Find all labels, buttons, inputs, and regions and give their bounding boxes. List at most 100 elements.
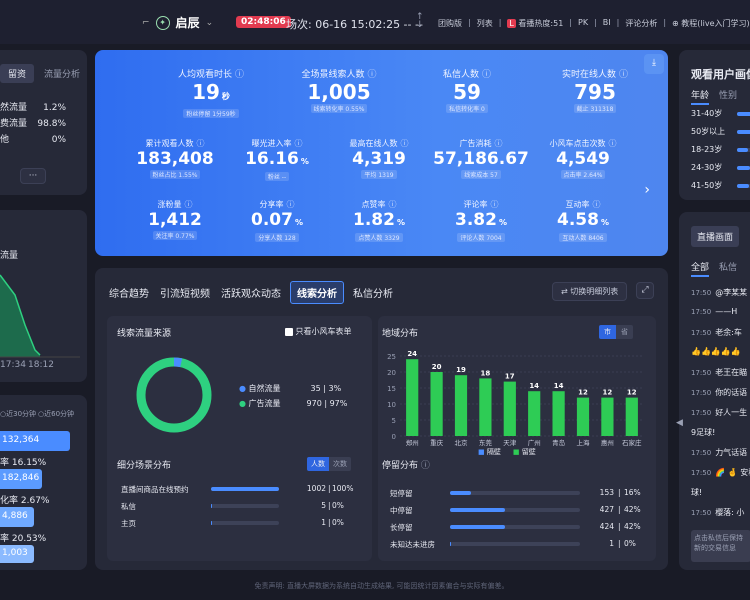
kpi-item: 累计观看人数 ⓘ 183,408 粉丝占比 1.55% — [124, 138, 226, 180]
nav-comments[interactable]: 评论分析 — [625, 19, 658, 28]
chat-message: 17:50 力气话语 — [691, 448, 748, 457]
funnel-rate: 率 16.15% — [0, 458, 47, 468]
help-icon[interactable]: ⓘ — [619, 70, 629, 80]
account-switcher[interactable]: ⌐ ✦ 启辰 ⌄ — [142, 14, 213, 31]
toggle-people[interactable]: 人数 — [307, 457, 329, 471]
funnel-rate: 化率 2.67% — [0, 496, 50, 506]
toggle-times[interactable]: 次数 — [329, 457, 351, 471]
toggle-province[interactable]: 省 — [616, 325, 633, 339]
kpi-value: 16.16% — [245, 149, 309, 169]
kpi-label: 实时在线人数 ⓘ — [561, 70, 629, 80]
help-icon[interactable]: ⓘ — [294, 139, 303, 148]
nav-tutorial[interactable]: ⊕ 教程(live入门学习) — [672, 19, 750, 28]
swap-icon[interactable]: ↑ ↓ — [416, 12, 424, 30]
tab-gender[interactable]: 性别 — [719, 91, 738, 101]
x-tick-label: 上海 — [577, 438, 591, 447]
wind-toggle[interactable]: 只看小风车表单 — [285, 326, 352, 337]
help-icon[interactable]: ⓘ — [592, 200, 601, 209]
kpi-sub: 私信转化率 0 — [446, 104, 488, 113]
help-icon[interactable]: ⓘ — [494, 139, 503, 148]
tab-leads[interactable]: 留资 — [0, 64, 35, 83]
tab-live-screen[interactable]: 直播画面 — [691, 226, 740, 247]
fullscreen-icon[interactable]: ⤢ — [636, 282, 654, 299]
help-icon[interactable]: ⓘ — [482, 70, 492, 80]
help-icon[interactable]: ⓘ — [184, 200, 193, 209]
stay-bar — [450, 491, 580, 495]
analysis-panel: 综合趋势 引流短视频 活跃观众动态 线索分析 私信分析 ⇄ 切换明细列表 ⤢ 线… — [95, 268, 668, 570]
kpi-sub: 平均 1319 — [361, 170, 397, 179]
swatch-icon: ■ — [512, 448, 520, 456]
heat-icon: L — [507, 19, 516, 28]
traffic-area-chart — [0, 274, 80, 358]
chat-message: 17:50 你的话语 — [691, 388, 748, 397]
nav-list[interactable]: 列表 — [476, 19, 493, 28]
kpi-item: 互动率 ⓘ 4.58% 互动人数 8406 — [532, 199, 634, 243]
help-icon[interactable]: ⓘ — [608, 139, 617, 148]
help-icon[interactable]: ⓘ — [388, 200, 397, 209]
help-icon: ⊕ — [672, 19, 679, 28]
tab-chat-dm[interactable]: 私信 — [719, 263, 738, 273]
more-button[interactable]: ··· — [20, 168, 46, 184]
live-panel: 直播画面 全部 私信 17:50 @李某某 17:50 ——H 17:50 老余:车 👍👍👍… — [679, 212, 750, 570]
tab-trend[interactable]: 综合趋势 — [109, 289, 149, 300]
chevron-down-icon: ⌄ — [205, 17, 214, 28]
nav-bi[interactable]: BI — [602, 18, 611, 27]
footer-disclaimer: 免责声明: 直播大屏数据为系统自动生成结果, 可能因统计因素偏合与实际有偏差。 — [254, 582, 509, 590]
help-icon[interactable]: ⓘ — [235, 70, 245, 80]
kpi-value: 19 秒 — [192, 80, 230, 104]
bar-value-label: 14 — [529, 382, 539, 390]
donut-natural-segment — [136, 357, 212, 433]
help-icon[interactable]: ⓘ — [420, 461, 430, 471]
help-icon[interactable]: ⓘ — [286, 200, 295, 209]
age-label: 24-30岁 — [691, 163, 723, 172]
scene-bar — [211, 521, 279, 525]
kpi-item: 人均观看时长 ⓘ 19 秒粉丝停留 1分59秒 — [147, 67, 275, 119]
kpi-value: 1,412 — [148, 210, 202, 230]
region-bar — [503, 381, 516, 436]
kpi-sub: 粉丝 -- — [264, 172, 290, 181]
nav-pk[interactable]: PK — [578, 18, 589, 27]
y-tick-label: 5 — [392, 417, 396, 425]
funnel-tab-30[interactable]: ○近30分钟 — [0, 410, 37, 418]
download-icon[interactable]: ⤓ — [644, 54, 664, 74]
tab-age[interactable]: 年龄 — [691, 88, 710, 105]
funnel-rate: 率 20.53% — [0, 534, 47, 544]
help-icon[interactable]: ⓘ — [490, 200, 499, 209]
collapse-arrow-icon[interactable]: ◀ — [676, 418, 683, 428]
nav-groupbuy[interactable]: 团购版 — [438, 19, 462, 28]
time-label: 17:34 — [0, 360, 26, 370]
kpi-label: 分享率 ⓘ — [259, 200, 295, 209]
help-icon[interactable]: ⓘ — [400, 139, 409, 148]
toggle-city[interactable]: 市 — [599, 325, 616, 339]
collapse-icon[interactable]: ⌐ — [142, 17, 150, 28]
tab-chat-all[interactable]: 全部 — [691, 260, 710, 277]
kpi-item: 小风车点击次数 ⓘ 4,549 点击率 2.64% — [532, 138, 634, 180]
scene-bar — [211, 504, 279, 508]
help-icon[interactable]: ⓘ — [196, 139, 205, 148]
switch-list-button[interactable]: ⇄ 切换明细列表 — [552, 282, 628, 301]
tab-messages[interactable]: 私信分析 — [353, 289, 393, 300]
kpi-value: 1,005 — [307, 80, 371, 104]
kpi-label: 评论率 ⓘ — [463, 200, 499, 209]
tab-traffic[interactable]: 流量分析 — [44, 70, 81, 80]
funnel-tab-60[interactable]: ○近60分钟 — [38, 410, 75, 418]
bar-value-label: 18 — [481, 369, 491, 377]
kpi-sub: 关注率 0.77% — [152, 231, 198, 240]
funnel-bar: 182,846 — [0, 469, 42, 489]
kpi-label: 最高在线人数 ⓘ — [349, 139, 409, 148]
kpi-label: 广告消耗 ⓘ — [459, 139, 503, 148]
tab-audience[interactable]: 活跃观众动态 — [221, 289, 281, 300]
y-tick-label: 25 — [387, 353, 396, 361]
help-icon[interactable]: ⓘ — [367, 70, 377, 80]
funnel-bar: 132,364 — [0, 431, 70, 451]
tab-videos[interactable]: 引流短视频 — [160, 289, 210, 300]
tab-leads[interactable]: 线索分析 — [290, 281, 344, 304]
left-funnel: ○近30分钟 ○近60分钟 132,364 率 16.15% 182,846 化… — [0, 395, 87, 570]
next-arrow-icon[interactable]: › — [644, 182, 650, 198]
x-tick-label: 重庆 — [430, 438, 444, 447]
kpi-sub: 线索成本 57 — [461, 170, 501, 179]
profile-title: 观看用户画像 — [691, 68, 750, 81]
stay-bar-fill — [450, 508, 505, 512]
nav-heat[interactable]: L 看播热度:51 — [507, 19, 564, 28]
kpi-label: 涨粉量 ⓘ — [157, 200, 193, 209]
